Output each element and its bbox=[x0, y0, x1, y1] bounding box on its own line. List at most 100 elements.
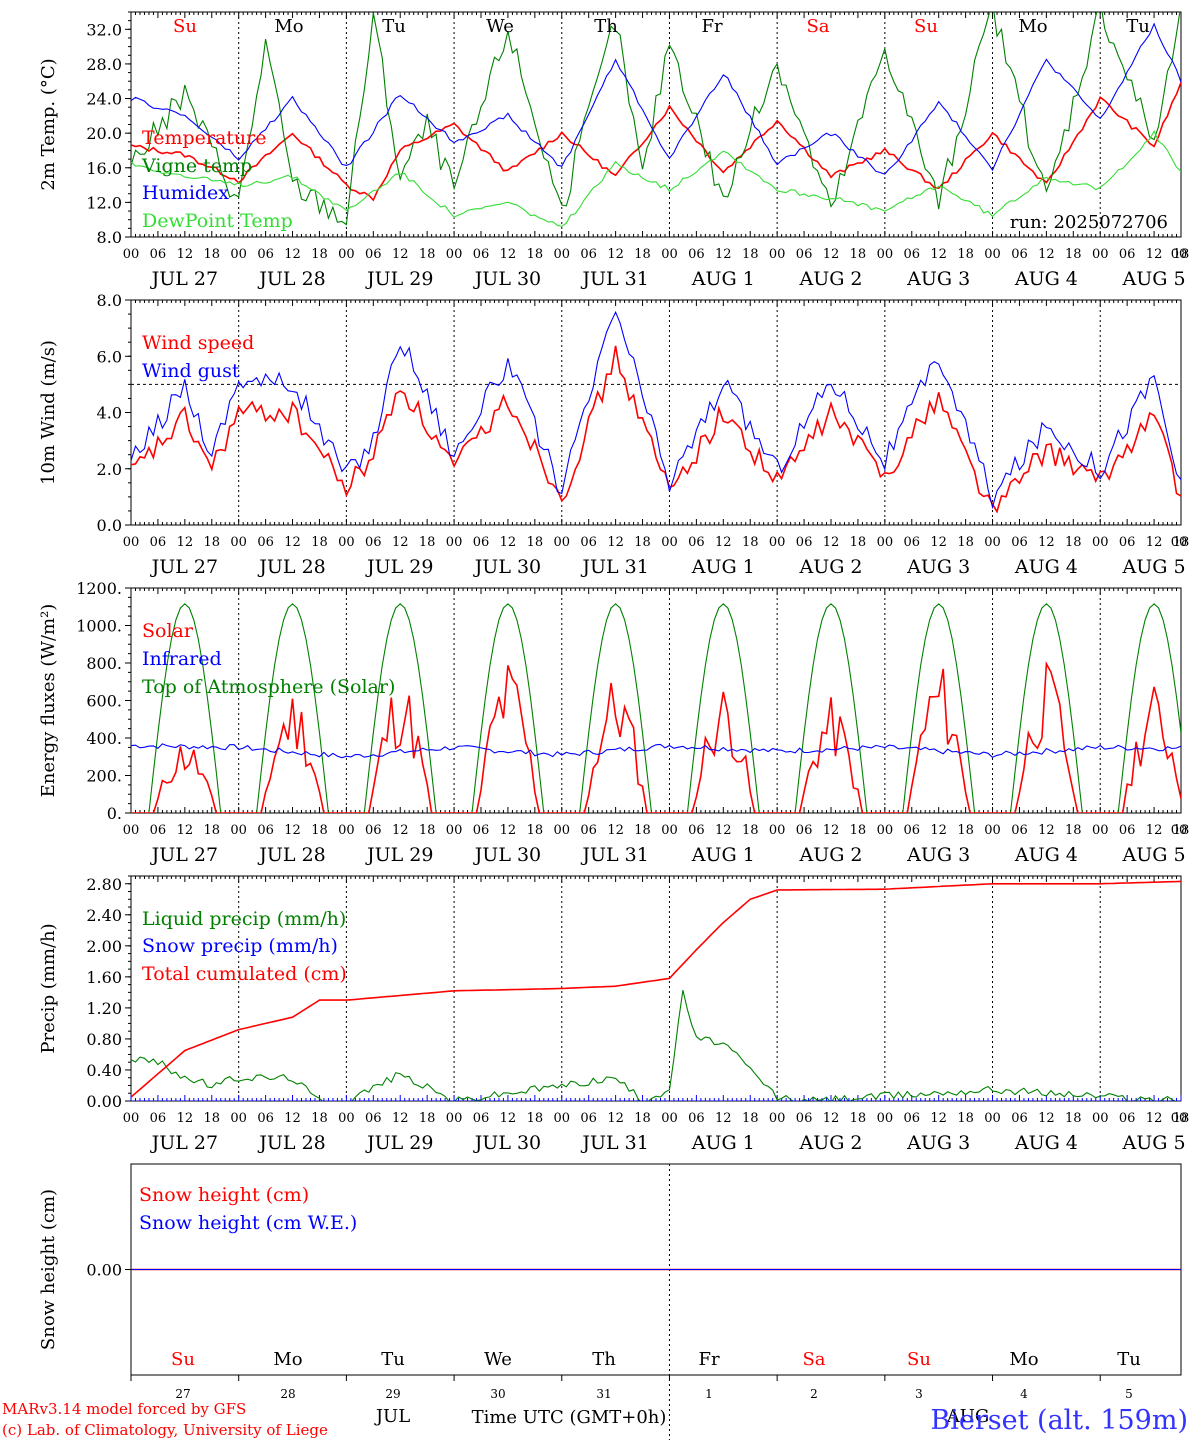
solar-line bbox=[131, 660, 1181, 813]
hour-tick-label: 06 bbox=[688, 535, 705, 550]
date-label: AUG 3 bbox=[906, 1132, 970, 1154]
footer-time-label: Time UTC (GMT+0h) bbox=[472, 1407, 667, 1428]
hour-tick-label: 06 bbox=[796, 1111, 813, 1126]
hour-tick-label: 00 bbox=[769, 535, 786, 550]
hour-tick-label: 18 bbox=[850, 247, 867, 262]
y-tick-label: 400. bbox=[86, 729, 122, 748]
hour-tick-label: 06 bbox=[257, 535, 274, 550]
hour-tick-label: 18 bbox=[634, 247, 651, 262]
legend-dewpoint: DewPoint Temp bbox=[142, 210, 293, 232]
bottom-day-tu2: Tu bbox=[1117, 1349, 1141, 1370]
hour-tick-label: 12 bbox=[607, 1111, 624, 1126]
date-label: JUL 27 bbox=[150, 268, 218, 290]
hour-tick-label: 06 bbox=[903, 1111, 920, 1126]
hour-tick-label: 12 bbox=[284, 823, 301, 838]
hour-tick-label: 00 bbox=[1171, 247, 1188, 262]
series-line-2 bbox=[131, 22, 1181, 175]
date-label: AUG 2 bbox=[798, 844, 862, 866]
date-label: AUG 5 bbox=[1122, 556, 1186, 578]
legend-liquid-precip: Liquid precip (mm/h) bbox=[142, 908, 346, 930]
legend-infrared: Infrared bbox=[142, 648, 222, 670]
hour-tick-label: 18 bbox=[311, 823, 328, 838]
hour-tick-label: 12 bbox=[930, 823, 947, 838]
hour-tick-label: 06 bbox=[688, 1111, 705, 1126]
hour-tick-label: 00 bbox=[661, 535, 678, 550]
y-tick-label: 6.0 bbox=[97, 347, 122, 366]
legend-toa-solar: Top of Atmosphere (Solar) bbox=[142, 676, 395, 698]
hour-tick-label: 06 bbox=[1119, 1111, 1136, 1126]
series-line-2 bbox=[131, 880, 1181, 1098]
hour-tick-label: 00 bbox=[1171, 535, 1188, 550]
hour-tick-label: 00 bbox=[446, 247, 463, 262]
hour-tick-label: 00 bbox=[1092, 1111, 1109, 1126]
hour-tick-label: 00 bbox=[769, 1111, 786, 1126]
hour-tick-label: 18 bbox=[1173, 823, 1190, 838]
bottom-day-su2: Su bbox=[907, 1349, 931, 1370]
series-line-0 bbox=[131, 989, 1177, 1101]
date-label: JUL 30 bbox=[473, 556, 541, 578]
hour-tick-label: 12 bbox=[715, 1111, 732, 1126]
hour-tick-label: 12 bbox=[1146, 535, 1163, 550]
y-tick-label: 20.0 bbox=[86, 124, 122, 143]
hour-tick-label: 18 bbox=[634, 823, 651, 838]
series-line-3 bbox=[131, 129, 1181, 227]
date-label: JUL 27 bbox=[150, 556, 218, 578]
y-tick-label: 12.0 bbox=[86, 193, 122, 212]
hour-tick-label: 18 bbox=[850, 823, 867, 838]
hour-tick-label: 00 bbox=[877, 823, 894, 838]
hour-tick-label: 12 bbox=[500, 247, 517, 262]
hour-tick-label: 06 bbox=[473, 535, 490, 550]
hour-tick-label: 18 bbox=[527, 1111, 544, 1126]
hour-tick-label: 12 bbox=[392, 823, 409, 838]
hour-tick-label: 18 bbox=[742, 247, 759, 262]
hour-tick-label: 06 bbox=[1119, 823, 1136, 838]
footer-month-aug: AUG bbox=[946, 1406, 990, 1427]
hour-tick-label: 00 bbox=[984, 1111, 1001, 1126]
y-tick-label: 0.0 bbox=[97, 516, 122, 535]
hour-tick-label: 00 bbox=[769, 823, 786, 838]
hour-tick-label: 12 bbox=[1146, 1111, 1163, 1126]
y-tick-label: 1.60 bbox=[86, 968, 122, 987]
panel-1: 00 06 12 18 JUL 27 00 06 12 18 JUL 28 00 06 12 18 JUL … bbox=[38, 11, 1189, 290]
hour-tick-label: 00 bbox=[553, 535, 570, 550]
hour-tick-label: 18 bbox=[1173, 535, 1190, 550]
legend-snow-height-we: Snow height (cm W.E.) bbox=[139, 1212, 357, 1234]
legend-total-cumulated: Total cumulated (cm) bbox=[142, 963, 347, 985]
hour-tick-label: 06 bbox=[1011, 823, 1028, 838]
hour-tick-label: 06 bbox=[365, 1111, 382, 1126]
hour-tick-label: 12 bbox=[177, 247, 194, 262]
hour-tick-label: 12 bbox=[715, 247, 732, 262]
y-tick-label: 0.00 bbox=[86, 1092, 122, 1111]
hour-tick-label: 12 bbox=[823, 1111, 840, 1126]
infrared-line bbox=[131, 743, 1181, 759]
bottom-day-sa: Sa bbox=[802, 1349, 825, 1370]
hour-tick-label: 00 bbox=[123, 535, 140, 550]
y-tick-label: 2.80 bbox=[86, 875, 122, 894]
hour-tick-label: 18 bbox=[1065, 823, 1082, 838]
y-axis-label: Snow height (cm) bbox=[38, 1189, 59, 1350]
y-tick-label: 32.0 bbox=[86, 20, 122, 39]
hour-tick-label: 06 bbox=[1011, 1111, 1028, 1126]
day-number-28: 28 bbox=[280, 1387, 295, 1401]
hour-tick-label: 12 bbox=[177, 1111, 194, 1126]
legend-wind-speed: Wind speed bbox=[142, 332, 254, 354]
date-label: JUL 31 bbox=[580, 556, 648, 578]
hour-tick-label: 12 bbox=[1146, 247, 1163, 262]
hour-tick-label: 00 bbox=[338, 247, 355, 262]
hour-tick-label: 06 bbox=[257, 1111, 274, 1126]
legend-vigne-temp: Vigne temp bbox=[141, 155, 252, 177]
date-label: AUG 2 bbox=[798, 268, 862, 290]
panel-2: 00 06 12 18 JUL 27 00 06 12 18 JUL 28 00 06 12 18 JUL … bbox=[38, 291, 1189, 578]
hour-tick-label: 12 bbox=[607, 247, 624, 262]
y-tick-label: 8.0 bbox=[97, 228, 122, 247]
hour-tick-label: 18 bbox=[311, 1111, 328, 1126]
hour-tick-label: 18 bbox=[419, 247, 436, 262]
day-number-29: 29 bbox=[385, 1387, 400, 1401]
hour-tick-label: 18 bbox=[527, 247, 544, 262]
day-label-tu: Tu bbox=[382, 16, 406, 37]
date-label: JUL 27 bbox=[150, 1132, 218, 1154]
y-tick-label: 1000. bbox=[76, 617, 122, 636]
date-label: JUL 28 bbox=[257, 556, 325, 578]
legend-temperature: Temperature bbox=[142, 127, 266, 149]
hour-tick-label: 12 bbox=[500, 823, 517, 838]
